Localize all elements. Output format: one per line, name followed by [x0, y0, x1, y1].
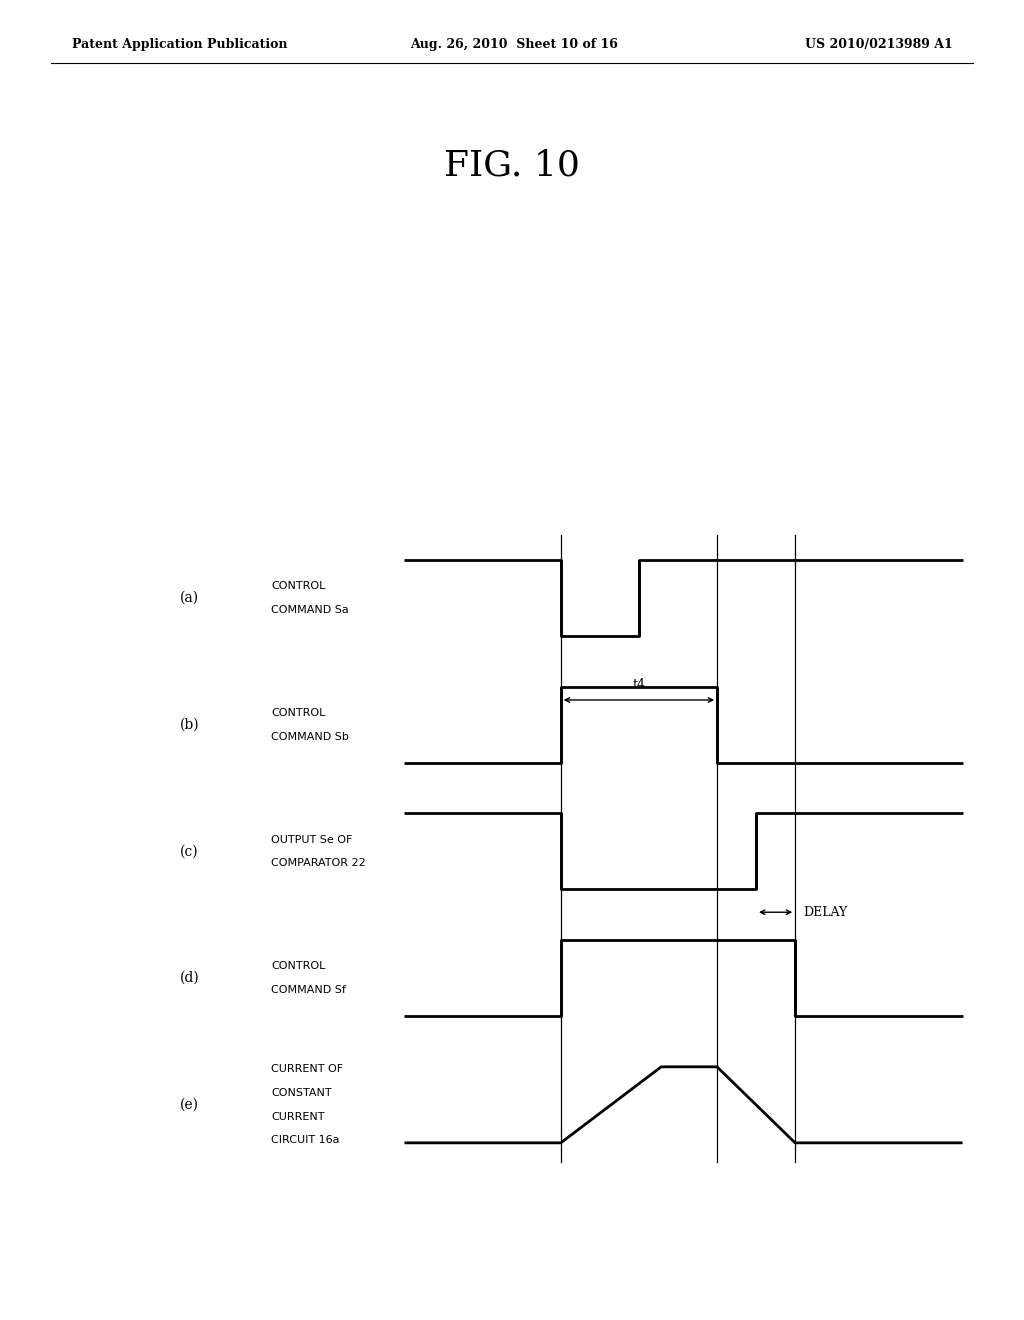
- Text: CONSTANT: CONSTANT: [271, 1088, 332, 1098]
- Text: COMMAND Sa: COMMAND Sa: [271, 605, 349, 615]
- Text: Aug. 26, 2010  Sheet 10 of 16: Aug. 26, 2010 Sheet 10 of 16: [410, 38, 617, 51]
- Text: CONTROL: CONTROL: [271, 581, 326, 591]
- Text: CONTROL: CONTROL: [271, 961, 326, 972]
- Text: (b): (b): [179, 718, 200, 731]
- Text: Patent Application Publication: Patent Application Publication: [72, 38, 287, 51]
- Text: (c): (c): [180, 845, 199, 858]
- Text: CIRCUIT 16a: CIRCUIT 16a: [271, 1135, 340, 1146]
- Text: US 2010/0213989 A1: US 2010/0213989 A1: [805, 38, 952, 51]
- Text: (e): (e): [180, 1098, 199, 1111]
- Text: DELAY: DELAY: [803, 906, 848, 919]
- Text: OUTPUT Se OF: OUTPUT Se OF: [271, 834, 352, 845]
- Text: COMPARATOR 22: COMPARATOR 22: [271, 858, 367, 869]
- Text: FIG. 10: FIG. 10: [444, 148, 580, 182]
- Text: (d): (d): [179, 972, 200, 985]
- Text: COMMAND Sf: COMMAND Sf: [271, 985, 346, 995]
- Text: CURRENT: CURRENT: [271, 1111, 325, 1122]
- Text: (a): (a): [180, 591, 199, 605]
- Text: CONTROL: CONTROL: [271, 708, 326, 718]
- Text: CURRENT OF: CURRENT OF: [271, 1064, 343, 1074]
- Text: COMMAND Sb: COMMAND Sb: [271, 731, 349, 742]
- Text: t4: t4: [633, 677, 645, 690]
